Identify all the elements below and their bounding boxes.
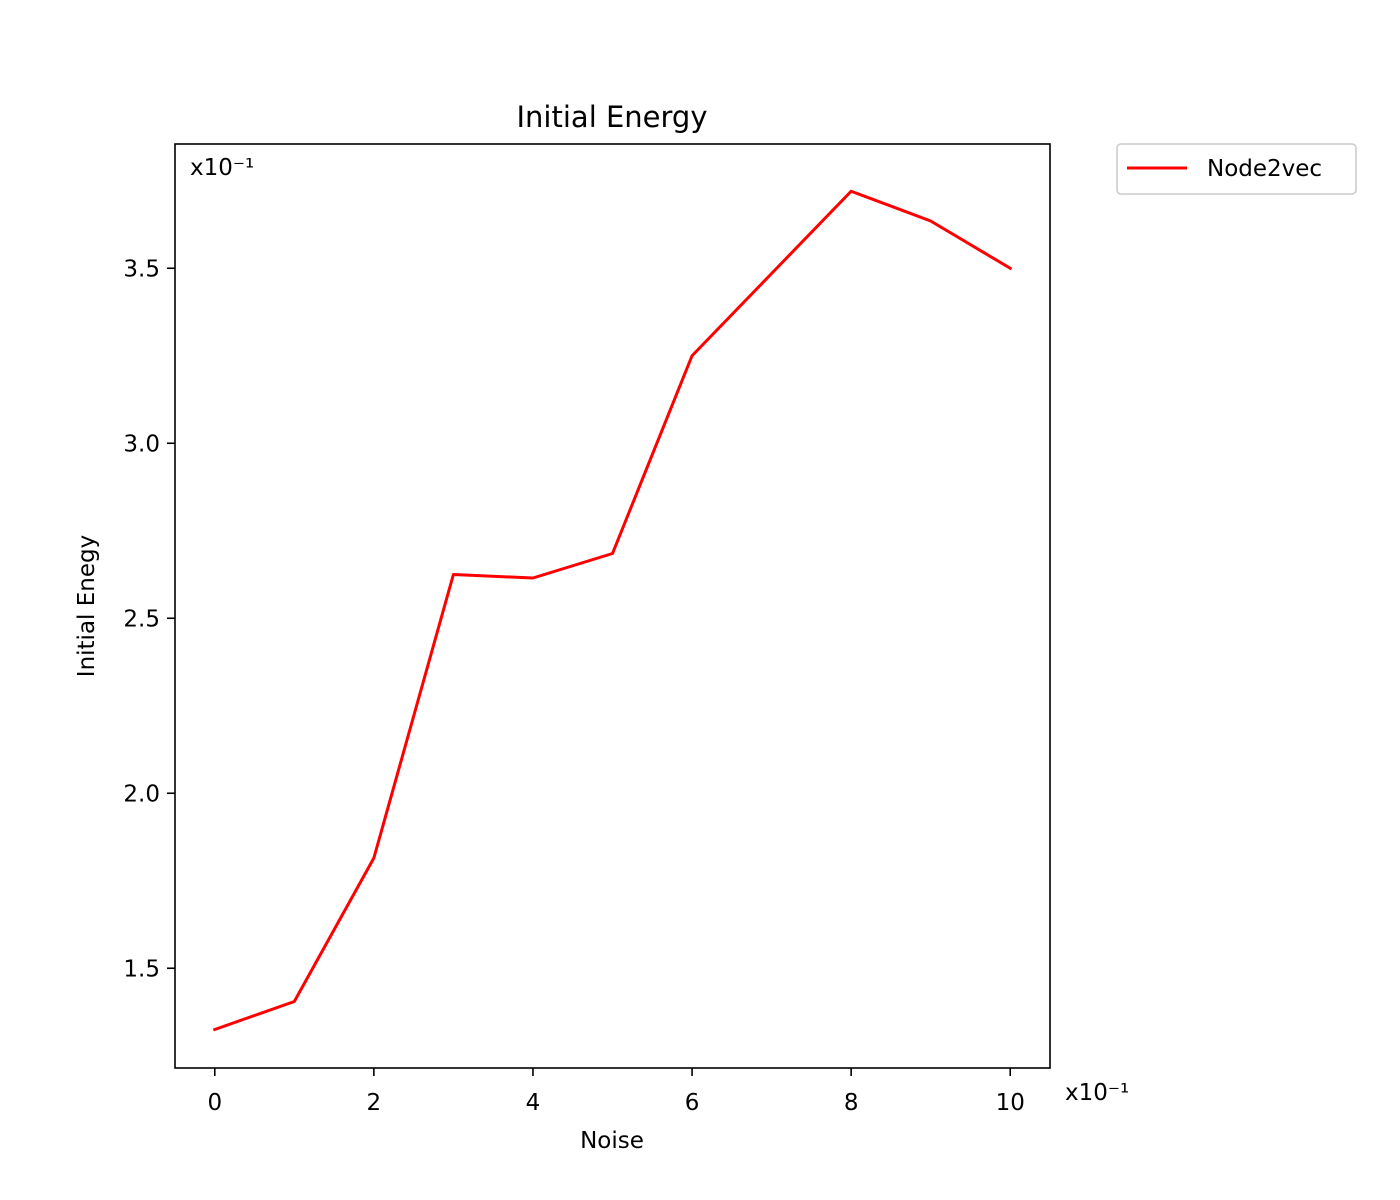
series-layer <box>212 189 1013 1032</box>
y-axis-label: Initial Enegy <box>74 535 100 677</box>
y-axis-ticks: 1.5 2.0 2.5 3.0 3.5 <box>123 256 175 982</box>
plot-frame <box>174 143 1051 1069</box>
chart-title: Initial Energy <box>517 100 708 134</box>
x-tick-label: 10 <box>996 1090 1025 1116</box>
y-tick-label: 2.0 <box>123 781 160 807</box>
y-axis-multiplier: x10⁻¹ <box>190 155 254 181</box>
x-tick-label: 0 <box>207 1090 222 1116</box>
x-tick-label: 2 <box>367 1090 382 1116</box>
y-tick-label: 3.5 <box>123 256 160 282</box>
legend-frame <box>1116 143 1357 195</box>
y-tick-label: 2.5 <box>123 606 160 632</box>
series-line-node2vec <box>212 189 1013 1032</box>
x-tick-label: 4 <box>526 1090 541 1116</box>
y-tick-label: 3.0 <box>123 431 160 457</box>
x-axis-label: Noise <box>580 1128 644 1154</box>
legend: Node2vec <box>1116 143 1357 195</box>
x-axis-multiplier: x10⁻¹ <box>1065 1080 1129 1106</box>
x-axis-ticks: 0 2 4 6 8 10 <box>207 1068 1025 1116</box>
y-tick-label: 1.5 <box>123 956 160 982</box>
x-tick-label: 6 <box>685 1090 700 1116</box>
legend-label-node2vec: Node2vec <box>1207 156 1322 182</box>
x-tick-label: 8 <box>844 1090 859 1116</box>
